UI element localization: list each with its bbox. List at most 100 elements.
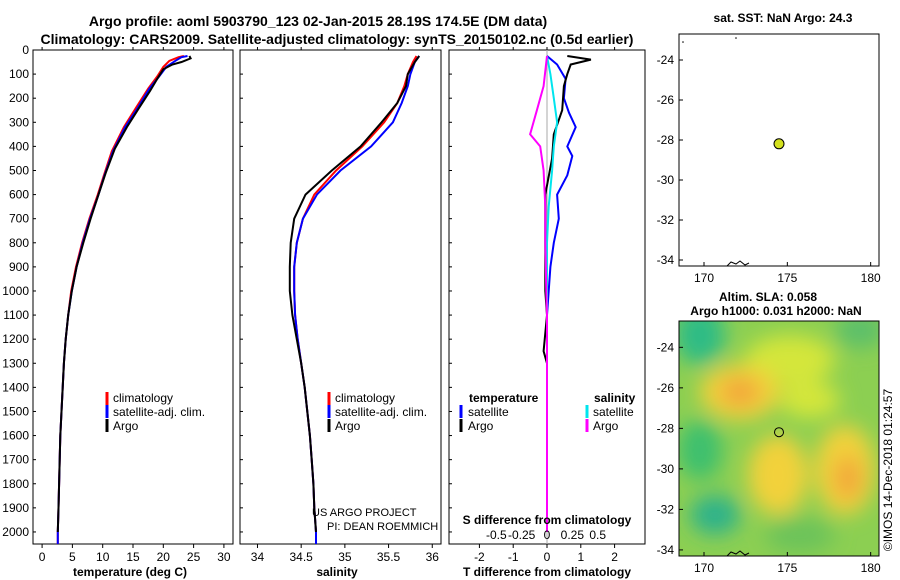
s-difference-label: S difference from climatology	[463, 513, 632, 527]
depth-tick-label: 1500	[2, 404, 29, 418]
legend-climatology: climatology	[335, 391, 395, 405]
lat-tick-label: -26	[657, 93, 675, 107]
depth-tick-label: 200	[9, 91, 29, 105]
depth-tick-label: 800	[9, 236, 29, 250]
depth-tick-label: 1600	[2, 429, 29, 443]
x-tick-label: 15	[126, 550, 140, 564]
depth-tick-label: 1100	[3, 308, 29, 322]
depth-tick-label: 1900	[2, 501, 29, 515]
depth-tick-label: 300	[9, 115, 29, 129]
difference-panel: -2 -1 0 1 2 T difference from climatology S …	[448, 47, 646, 579]
header-line-1: Argo profile: aoml 5903790_123 02-Jan-20…	[89, 13, 547, 29]
s-tick-label: 0	[544, 528, 551, 542]
sla-map-panel: Altim. SLA: 0.058 Argo h1000: 0.031 h200…	[657, 290, 881, 575]
x-tick-label: 35	[338, 550, 352, 564]
x-tick-label: 34	[251, 550, 265, 564]
lon-tick-label: 170	[694, 271, 714, 285]
x-tick-label: -1	[508, 550, 519, 564]
x-tick-label: 25	[187, 550, 201, 564]
temperature-series-2	[56, 55, 192, 533]
lat-tick-label: -30	[657, 462, 675, 476]
pi-credit: PI: DEAN ROEMMICH	[327, 521, 438, 533]
legend-temp-argo: Argo	[468, 419, 494, 433]
s-tick-label: 0.5	[589, 528, 606, 542]
sla-title-2: Argo h1000: 0.031 h2000: NaN	[690, 304, 861, 318]
s-tick-label: -0.5	[486, 528, 507, 542]
x-tick-label: 1	[577, 550, 584, 564]
temperature-xlabel: temperature (deg C)	[73, 565, 187, 579]
depth-tick-label: 2000	[2, 525, 29, 539]
difference-series-1	[542, 55, 592, 532]
x-tick-label: 34.5	[289, 550, 313, 564]
legend-salinity-title: salinity	[594, 391, 636, 405]
s-tick-label: -0.25	[508, 528, 536, 542]
x-tick-label: 5	[69, 550, 76, 564]
temperature-series-0	[56, 55, 185, 544]
difference-series-2	[546, 55, 559, 532]
coastline-shape	[726, 260, 750, 267]
legend-argo: Argo	[113, 419, 139, 433]
depth-tick-label: 1700	[2, 453, 29, 467]
lat-tick-label: -24	[657, 340, 675, 354]
coastline-shape	[726, 550, 750, 557]
depth-tick-label: 900	[9, 260, 29, 274]
lon-tick-label: 180	[861, 561, 881, 575]
legend-satellite: satellite-adj. clim.	[335, 405, 427, 419]
x-tick-label: 35.5	[377, 550, 401, 564]
lat-tick-label: -34	[657, 253, 675, 267]
depth-tick-label: 400	[9, 139, 29, 153]
lat-tick-label: -30	[657, 173, 675, 187]
difference-xlabel: T difference from climatology	[463, 565, 631, 579]
project-credit: US ARGO PROJECT	[312, 507, 417, 519]
x-tick-label: 30	[217, 550, 231, 564]
legend-sal-satellite: satellite	[593, 405, 634, 419]
depth-tick-label: 1800	[2, 477, 29, 491]
lat-tick-label: -28	[657, 421, 675, 435]
temperature-panel: 0100200300400500600700800900100011001200…	[2, 43, 452, 579]
sst-map-panel: sat. SST: NaN Argo: 24.3 -24 -26 -28 -30 -32…	[657, 11, 881, 285]
depth-tick-label: 100	[9, 67, 29, 81]
sla-heatmap	[679, 321, 879, 556]
legend-sal-argo: Argo	[593, 419, 619, 433]
lat-tick-label: -24	[657, 53, 675, 67]
lon-tick-label: 175	[777, 561, 797, 575]
sla-title-1: Altim. SLA: 0.058	[719, 290, 817, 304]
s-tick-label: 0.25	[561, 528, 585, 542]
lat-tick-label: -26	[657, 381, 675, 395]
lon-tick-label: 175	[777, 271, 797, 285]
difference-series-0	[546, 55, 577, 532]
salinity-legend: climatology satellite-adj. clim. Argo	[327, 391, 427, 433]
lat-tick-label: -28	[657, 133, 675, 147]
lon-tick-label: 170	[694, 561, 714, 575]
lat-tick-label: -32	[657, 502, 675, 516]
depth-tick-label: 1300	[2, 356, 29, 370]
temperature-legend: climatology satellite-adj. clim. Argo	[105, 391, 205, 433]
sst-title: sat. SST: NaN Argo: 24.3	[714, 11, 853, 25]
lat-tick-label: -32	[657, 213, 675, 227]
x-tick-label: -2	[474, 550, 485, 564]
legend-temperature-title: temperature	[469, 391, 539, 405]
legend-satellite: satellite-adj. clim.	[113, 405, 205, 419]
legend-argo: Argo	[335, 419, 361, 433]
legend-temp-satellite: satellite	[468, 405, 509, 419]
sla-argo-position-marker	[774, 427, 784, 438]
lat-tick-label: -34	[657, 543, 675, 557]
depth-tick-label: 1000	[2, 284, 29, 298]
legend-climatology: climatology	[113, 391, 173, 405]
x-tick-label: 20	[157, 550, 171, 564]
x-tick-label: 0	[39, 550, 46, 564]
salinity-series-2	[288, 55, 421, 533]
depth-tick-label: 0	[22, 43, 29, 57]
x-tick-label: 36	[426, 550, 440, 564]
difference-legend: temperature satellite Argo salinity sate…	[459, 391, 636, 433]
imos-credit: ©IMOS 14-Dec-2018 01:24:57	[881, 389, 895, 552]
depth-tick-label: 1400	[2, 380, 29, 394]
lon-tick-label: 180	[861, 271, 881, 285]
x-tick-label: 2	[611, 550, 618, 564]
depth-tick-label: 600	[9, 188, 29, 202]
x-tick-label: 0	[544, 550, 551, 564]
x-tick-label: 10	[96, 550, 110, 564]
depth-tick-label: 500	[9, 163, 29, 177]
salinity-panel: 34 34.5 35 35.5 36 salinity climatology sate…	[239, 47, 442, 579]
